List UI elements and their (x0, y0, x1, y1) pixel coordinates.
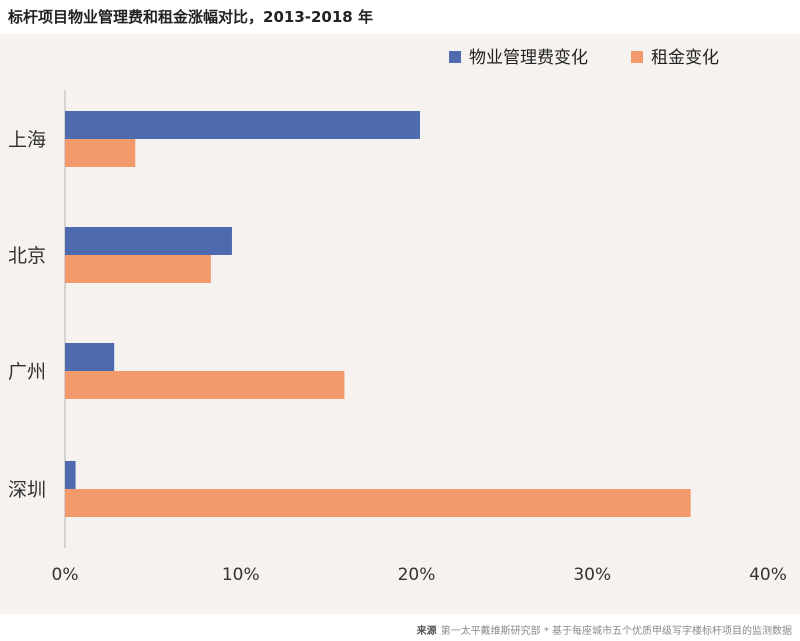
category-label: 广州 (8, 361, 46, 383)
legend: 物业管理费变化 租金变化 (449, 48, 719, 68)
legend-swatch (449, 51, 461, 63)
bar-rent-1 (65, 255, 211, 283)
source-label: 来源 (416, 626, 437, 637)
x-tick-label: 10% (222, 565, 260, 585)
x-tick-label: 40% (749, 565, 787, 585)
bar-rent-3 (65, 489, 691, 517)
category-label: 上海 (8, 129, 46, 151)
source-footer: 来源 第一太平戴维斯研究部 * 基于每座城市五个优质甲级写字楼标杆项目的监测数据 (417, 622, 792, 637)
bars-group (65, 111, 691, 517)
bar-fee-3 (65, 461, 76, 489)
bar-rent-2 (65, 371, 345, 399)
x-tick-labels: 0% 10% 20% 30% 40% (52, 565, 787, 585)
x-tick-label: 0% (52, 565, 79, 585)
bar-rent-0 (65, 139, 136, 167)
x-tick-label: 30% (573, 565, 611, 585)
legend-label: 租金变化 (651, 48, 719, 68)
bar-fee-0 (65, 111, 421, 139)
legend-label: 物业管理费变化 (469, 48, 588, 68)
legend-swatch (631, 51, 643, 63)
bar-fee-2 (65, 343, 115, 371)
source-text: 第一太平戴维斯研究部 * 基于每座城市五个优质甲级写字楼标杆项目的监测数据 (440, 626, 792, 637)
x-tick-label: 20% (398, 565, 436, 585)
category-label: 深圳 (8, 479, 46, 501)
chart-title: 标杆项目物业管理费和租金涨幅对比，2013-2018 年 (8, 8, 373, 26)
category-label: 北京 (8, 245, 46, 267)
bar-fee-1 (65, 227, 232, 255)
